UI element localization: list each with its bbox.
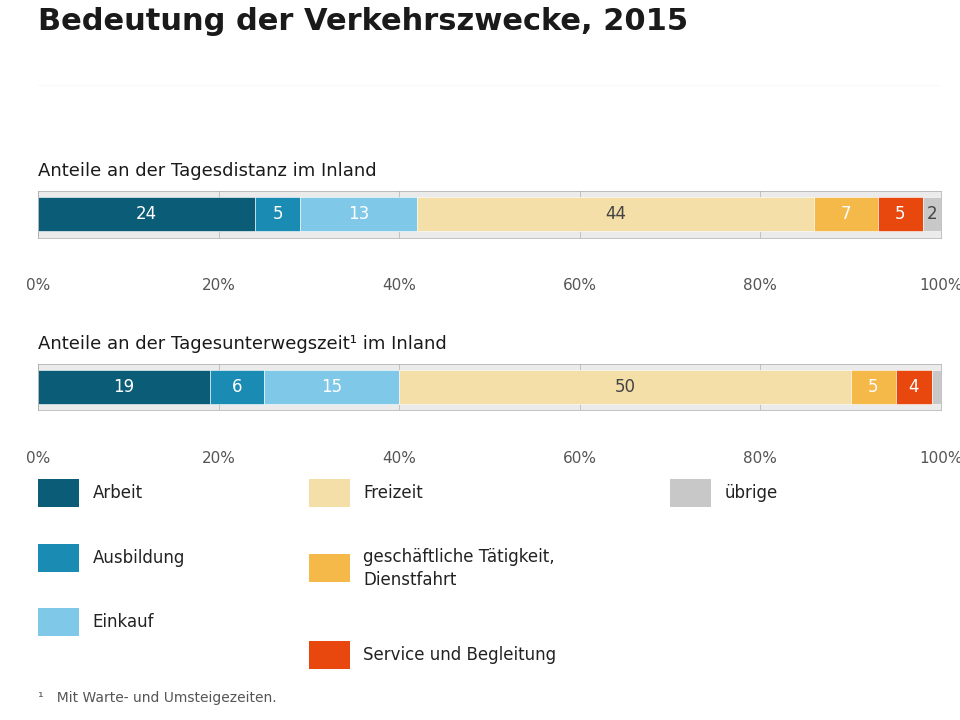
Text: Einkauf: Einkauf — [92, 613, 154, 631]
Bar — [309, 479, 349, 507]
Bar — [38, 608, 79, 636]
Bar — [932, 370, 941, 404]
Bar — [399, 370, 851, 404]
Bar — [877, 197, 923, 231]
Bar — [38, 370, 210, 404]
Text: 50: 50 — [614, 378, 636, 396]
Text: Arbeit: Arbeit — [92, 484, 143, 502]
Bar — [923, 197, 941, 231]
Text: 15: 15 — [321, 378, 343, 396]
Text: Anteile an der Tagesunterwegszeit¹ im Inland: Anteile an der Tagesunterwegszeit¹ im In… — [38, 335, 447, 353]
Text: 5: 5 — [273, 205, 283, 223]
Bar — [418, 197, 814, 231]
Text: 5: 5 — [895, 205, 905, 223]
Bar — [309, 554, 349, 582]
Text: 7: 7 — [841, 205, 852, 223]
Text: 4: 4 — [908, 378, 919, 396]
Text: übrige: übrige — [724, 484, 778, 502]
Text: 6: 6 — [231, 378, 242, 396]
Text: 19: 19 — [113, 378, 134, 396]
Bar — [814, 197, 877, 231]
Bar — [670, 479, 710, 507]
Bar — [210, 370, 264, 404]
Bar — [38, 544, 79, 572]
Bar — [851, 370, 896, 404]
Bar — [896, 370, 932, 404]
Bar — [38, 479, 79, 507]
Text: 2: 2 — [926, 205, 937, 223]
Text: Ausbildung: Ausbildung — [92, 549, 185, 567]
Text: 24: 24 — [136, 205, 157, 223]
Text: 13: 13 — [348, 205, 370, 223]
Text: Freizeit: Freizeit — [363, 484, 423, 502]
Text: 44: 44 — [606, 205, 627, 223]
Bar — [300, 197, 418, 231]
Text: 5: 5 — [868, 378, 878, 396]
Text: Anteile an der Tagesdistanz im Inland: Anteile an der Tagesdistanz im Inland — [38, 162, 377, 180]
Text: Bedeutung der Verkehrszwecke, 2015: Bedeutung der Verkehrszwecke, 2015 — [38, 7, 688, 36]
Bar — [38, 197, 255, 231]
Text: ¹   Mit Warte- und Umsteigezeiten.: ¹ Mit Warte- und Umsteigezeiten. — [38, 691, 277, 706]
Text: geschäftliche Tätigkeit,
Dienstfahrt: geschäftliche Tätigkeit, Dienstfahrt — [363, 548, 555, 589]
Bar — [255, 197, 300, 231]
Bar — [309, 641, 349, 669]
Text: Service und Begleitung: Service und Begleitung — [363, 646, 557, 664]
Bar — [264, 370, 399, 404]
